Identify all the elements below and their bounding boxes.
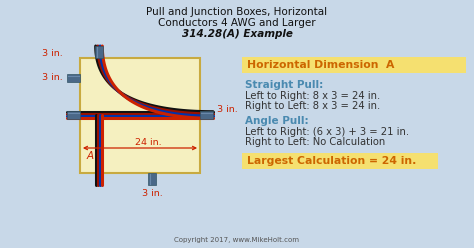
Text: Left to Right: 8 x 3 = 24 in.: Left to Right: 8 x 3 = 24 in.: [245, 91, 380, 101]
Bar: [148, 173, 156, 185]
Bar: [200, 111, 213, 119]
Text: 314.28(A) Example: 314.28(A) Example: [182, 29, 292, 39]
Text: Right to Left: 8 x 3 = 24 in.: Right to Left: 8 x 3 = 24 in.: [245, 101, 380, 111]
Bar: [67, 74, 80, 82]
Text: 3 in.: 3 in.: [42, 50, 63, 59]
Text: Copyright 2017, www.MikeHolt.com: Copyright 2017, www.MikeHolt.com: [174, 237, 300, 243]
Bar: [242, 153, 438, 169]
Text: 24 in.: 24 in.: [135, 138, 161, 147]
Bar: [95, 46, 103, 58]
Text: Pull and Junction Boxes, Horizontal: Pull and Junction Boxes, Horizontal: [146, 7, 328, 17]
Text: Straight Pull:: Straight Pull:: [245, 80, 323, 90]
Text: A: A: [86, 151, 93, 161]
Text: Conductors 4 AWG and Larger: Conductors 4 AWG and Larger: [158, 18, 316, 28]
Text: 3 in.: 3 in.: [42, 73, 63, 83]
Text: 3 in.: 3 in.: [217, 104, 238, 114]
Text: Angle Pull:: Angle Pull:: [245, 116, 309, 126]
Text: Largest Calculation = 24 in.: Largest Calculation = 24 in.: [247, 156, 416, 166]
Bar: [242, 57, 466, 73]
Text: Horizontal Dimension  A: Horizontal Dimension A: [247, 60, 394, 70]
Bar: [67, 111, 80, 119]
Text: Left to Right: (6 x 3) + 3 = 21 in.: Left to Right: (6 x 3) + 3 = 21 in.: [245, 127, 409, 137]
Text: Right to Left: No Calculation: Right to Left: No Calculation: [245, 137, 385, 147]
Bar: [80, 58, 200, 173]
Text: 3 in.: 3 in.: [142, 189, 163, 198]
